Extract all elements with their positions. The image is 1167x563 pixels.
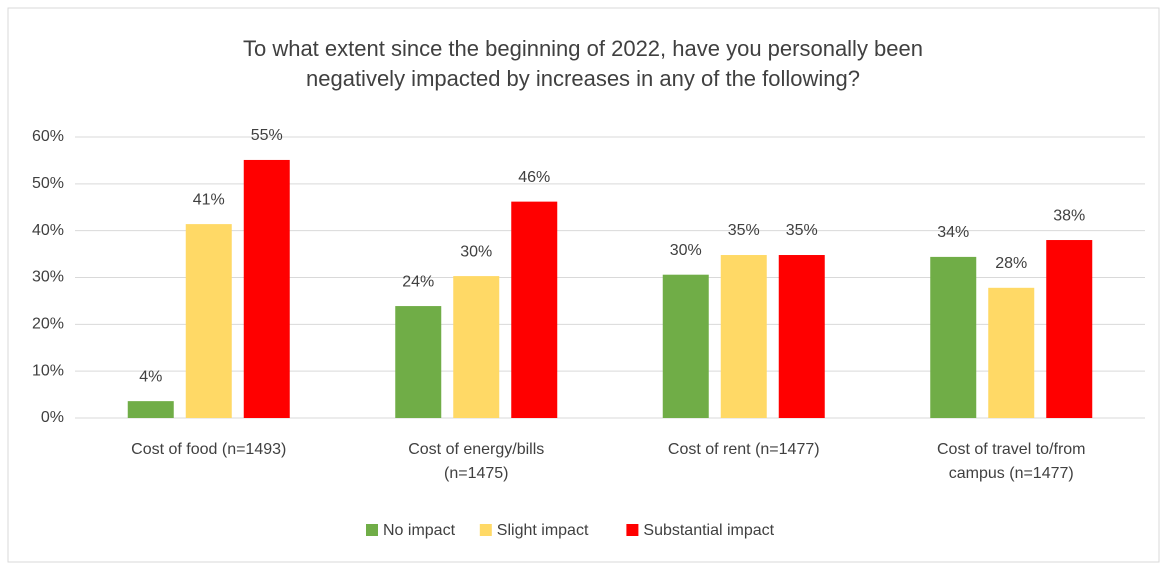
legend-swatch <box>626 524 639 536</box>
x-tick-label: Cost of energy/bills (n=1475) <box>408 441 544 482</box>
data-label: 55% <box>251 127 283 144</box>
data-label: 41% <box>193 191 225 208</box>
y-tick-label: 50% <box>32 175 64 192</box>
x-tick-label: Cost of rent (n=1477) <box>668 441 820 458</box>
bar <box>988 287 1035 418</box>
bar <box>930 256 977 418</box>
bar <box>185 224 232 418</box>
legend-swatch <box>366 524 378 536</box>
legend-label: No impact <box>383 522 456 539</box>
bar <box>511 201 558 418</box>
data-label: 30% <box>460 243 492 260</box>
data-label: 46% <box>518 169 550 186</box>
y-tick-label: 30% <box>32 269 64 286</box>
bar <box>243 159 290 418</box>
data-label: 38% <box>1053 207 1085 224</box>
data-label: 35% <box>728 222 760 239</box>
bar <box>395 306 442 418</box>
data-label: 28% <box>995 255 1027 272</box>
bar <box>778 255 825 418</box>
data-label: 4% <box>139 368 162 385</box>
x-tick-label: Cost of travel to/from campus (n=1477) <box>937 441 1086 482</box>
data-label: 24% <box>402 273 434 290</box>
bar <box>453 276 500 418</box>
y-tick-label: 40% <box>32 222 64 239</box>
y-tick-label: 60% <box>32 128 64 145</box>
chart-title: To what extent since the beginning of 20… <box>243 36 923 91</box>
y-tick-label: 0% <box>41 409 64 426</box>
data-label: 35% <box>786 222 818 239</box>
legend-label: Substantial impact <box>643 522 774 539</box>
x-tick-label: Cost of food (n=1493) <box>131 441 286 458</box>
y-tick-label: 10% <box>32 362 64 379</box>
data-label: 34% <box>937 224 969 241</box>
legend-swatch <box>479 524 492 536</box>
bar <box>127 401 174 418</box>
bar <box>662 274 709 418</box>
bar <box>1046 240 1093 418</box>
y-tick-label: 20% <box>32 316 64 333</box>
data-label: 30% <box>670 242 702 259</box>
legend-label: Slight impact <box>497 522 589 539</box>
bar <box>720 255 767 418</box>
